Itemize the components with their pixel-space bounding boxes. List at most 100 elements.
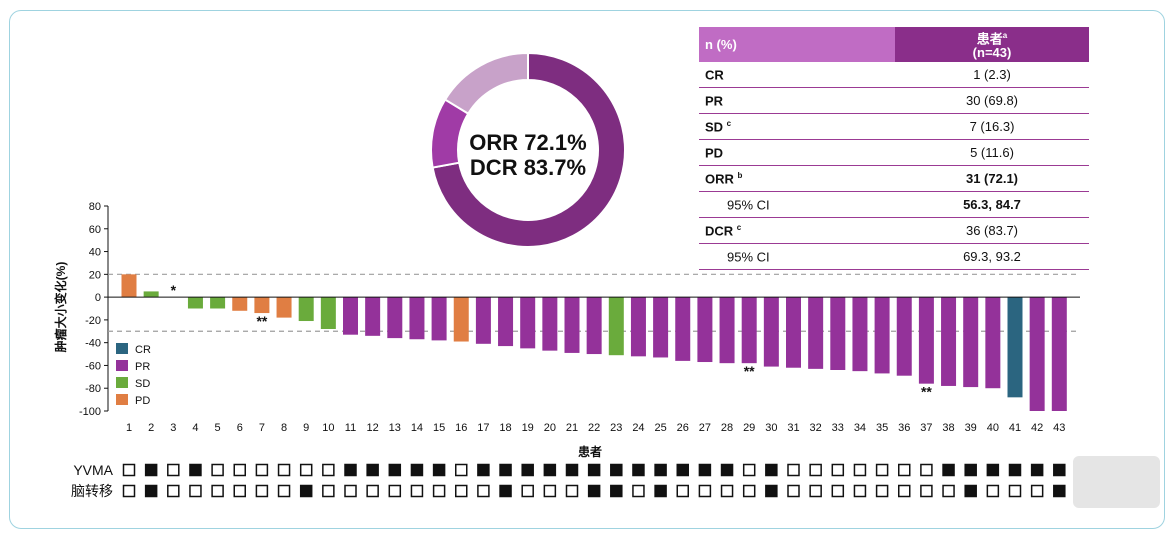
header-value-line2: (n=43) — [972, 45, 1012, 61]
marker-cell — [942, 484, 955, 498]
table-row: 95% CI 69.3, 93.2 — [699, 243, 1089, 270]
bar-patient-4 — [187, 297, 203, 309]
row-label: 95% CI — [699, 191, 895, 218]
bar-patient-10 — [320, 297, 336, 329]
marker-cell — [277, 463, 291, 477]
bar-patient-17 — [475, 297, 491, 344]
bar-annotation: * — [171, 282, 177, 298]
x-tick-label: 10 — [322, 422, 334, 434]
marker-cell — [432, 463, 446, 477]
marker-cell — [1053, 484, 1066, 498]
x-tick-label: 21 — [566, 422, 578, 434]
table-row: PR 30 (69.8) — [699, 87, 1089, 114]
x-tick-label: 41 — [1009, 422, 1021, 434]
bar-patient-12 — [365, 297, 381, 336]
marker-cell — [167, 463, 180, 477]
marker-cell — [167, 484, 180, 498]
bar-patient-31 — [786, 297, 801, 368]
x-tick-label: 7 — [259, 422, 265, 434]
bar-patient-18 — [498, 297, 514, 347]
y-tick-label: -20 — [85, 315, 101, 327]
row-value: 5 (11.6) — [895, 139, 1089, 166]
marker-cell — [565, 484, 579, 498]
header-value-sup: a — [1002, 30, 1008, 40]
marker-cell — [366, 484, 379, 498]
marker-cell — [676, 484, 689, 498]
table-row: 95% CI 56.3, 84.7 — [699, 191, 1089, 218]
marker-cell — [144, 484, 158, 498]
bar-patient-36 — [896, 297, 912, 376]
bar-patient-21 — [564, 297, 580, 353]
bar-patient-30 — [763, 297, 779, 367]
marker-cell — [455, 463, 468, 477]
marker-cell — [654, 484, 667, 498]
y-tick-label: 20 — [89, 269, 101, 281]
y-tick-label: 40 — [89, 247, 101, 259]
x-tick-label: 4 — [192, 422, 198, 434]
marker-cell — [765, 484, 778, 498]
bar-patient-24 — [630, 297, 646, 357]
marker-cell — [787, 463, 800, 477]
x-tick-label: 18 — [499, 422, 511, 434]
x-tick-label: 1 — [126, 422, 132, 434]
bar-patient-14 — [409, 297, 425, 340]
figure-frame — [9, 10, 1165, 529]
legend-swatch — [116, 394, 128, 405]
bar-patient-35 — [874, 297, 890, 374]
row-label: DCR c — [699, 217, 895, 244]
x-tick-label: 11 — [345, 422, 356, 434]
bar-patient-27 — [697, 297, 713, 363]
x-tick-label: 35 — [876, 422, 888, 434]
row-label-sup: c — [736, 222, 742, 232]
marker-cell — [809, 463, 822, 477]
x-tick-label: 13 — [389, 422, 401, 434]
marker-cell — [831, 463, 845, 477]
x-tick-label: 14 — [411, 422, 423, 434]
marker-cell — [543, 463, 557, 477]
bar-patient-40 — [985, 297, 1001, 389]
marker-cell — [322, 484, 335, 498]
marker-cell — [698, 463, 712, 477]
y-tick-label: 80 — [89, 201, 101, 213]
row-label-text: PR — [705, 93, 724, 109]
marker-cell — [477, 484, 490, 498]
x-tick-label: 39 — [965, 422, 977, 434]
bar-patient-34 — [852, 297, 868, 372]
header-label: n (%) — [699, 27, 895, 62]
bar-patient-23 — [608, 297, 624, 356]
row-value: 36 (83.7) — [895, 217, 1089, 244]
marker-cell — [742, 484, 756, 498]
marker-cell — [455, 484, 468, 498]
marker-cell — [831, 484, 845, 498]
bar-patient-32 — [808, 297, 824, 369]
marker-cell — [1030, 484, 1044, 498]
marker-cell — [388, 484, 402, 498]
bar-patient-43 — [1051, 297, 1067, 411]
bar-patient-22 — [586, 297, 602, 355]
marker-cell — [610, 484, 623, 498]
bar-patient-8 — [276, 297, 292, 318]
bar-annotation: ** — [256, 313, 267, 329]
x-tick-label: 20 — [544, 422, 556, 434]
bar-patient-26 — [675, 297, 691, 361]
marker-cell — [255, 463, 269, 477]
marker-cell — [898, 484, 911, 498]
donut-orr-text: ORR 72.1% — [469, 130, 586, 155]
bar-patient-38 — [941, 297, 957, 386]
y-tick-label: -80 — [85, 383, 101, 395]
bar-patient-11 — [343, 297, 358, 335]
legend-swatch — [116, 377, 128, 388]
marker-cell — [1008, 484, 1022, 498]
bar-patient-28 — [719, 297, 735, 364]
y-tick-label: 0 — [95, 292, 101, 304]
x-tick-label: 37 — [920, 422, 932, 434]
marker-cell — [720, 463, 734, 477]
bar-patient-33 — [830, 297, 846, 370]
x-tick-label: 24 — [632, 422, 644, 434]
row-label: 95% CI — [699, 243, 895, 270]
row-label: CR — [699, 62, 895, 88]
marker-cell — [521, 463, 534, 477]
bar-patient-42 — [1029, 297, 1045, 411]
marker-row-label: 脑转移 — [71, 483, 113, 499]
